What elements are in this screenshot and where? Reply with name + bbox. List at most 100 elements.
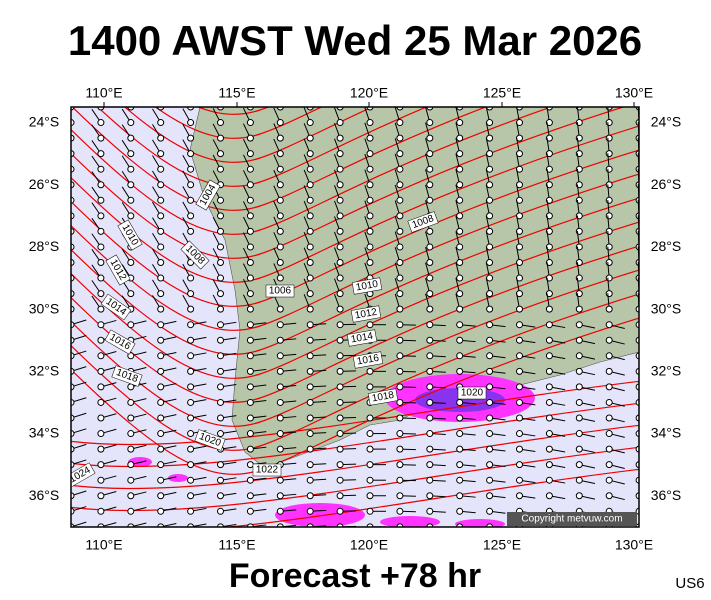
barb-station bbox=[157, 150, 165, 158]
barb-station bbox=[127, 259, 135, 266]
barb-station bbox=[366, 227, 374, 235]
barb-station bbox=[605, 212, 613, 220]
barb-station bbox=[306, 196, 314, 204]
barb-station bbox=[306, 165, 314, 173]
barb-station bbox=[187, 461, 195, 469]
barb-station bbox=[157, 445, 165, 453]
barb-station bbox=[187, 119, 195, 127]
barb-station bbox=[246, 290, 254, 298]
barb-station bbox=[456, 461, 464, 469]
barb-station bbox=[456, 321, 464, 329]
barb-station bbox=[456, 398, 464, 406]
barb-station bbox=[396, 367, 404, 375]
barb-station bbox=[187, 165, 195, 173]
isobar-label-box bbox=[194, 429, 226, 451]
land bbox=[189, 107, 639, 469]
barb-station bbox=[456, 476, 464, 484]
barb-station bbox=[486, 290, 494, 298]
barb-station bbox=[456, 367, 464, 375]
barb-station bbox=[217, 507, 224, 515]
barb-station bbox=[276, 383, 284, 391]
barb-station bbox=[426, 165, 434, 173]
barb-station bbox=[157, 398, 165, 406]
barb-station bbox=[575, 336, 583, 344]
barb-station bbox=[545, 430, 553, 438]
barb-station bbox=[545, 290, 553, 298]
barb-station bbox=[246, 492, 254, 500]
barb-station bbox=[276, 243, 284, 251]
barb-station bbox=[396, 134, 404, 142]
barb-shaft bbox=[638, 511, 639, 512]
barb-station bbox=[456, 165, 464, 173]
barb-station bbox=[336, 134, 344, 142]
barb-station bbox=[486, 196, 494, 204]
barb-station bbox=[486, 243, 494, 251]
barb-station bbox=[276, 196, 284, 204]
barb-station bbox=[306, 336, 314, 344]
barb-station bbox=[187, 507, 195, 515]
barb-station bbox=[366, 196, 374, 204]
isobar-label-text: 1022 bbox=[256, 465, 279, 476]
barb-station bbox=[545, 367, 553, 375]
barb-shaft bbox=[160, 107, 161, 108]
barb-station bbox=[246, 243, 254, 251]
barb-station bbox=[545, 196, 553, 204]
barb-station bbox=[306, 383, 314, 391]
barb-station bbox=[306, 243, 314, 251]
barb-station bbox=[336, 305, 344, 313]
barb-station bbox=[516, 414, 523, 422]
barb-station bbox=[486, 476, 494, 484]
barb-station bbox=[246, 274, 254, 282]
barb-station bbox=[426, 367, 434, 375]
barb-station bbox=[456, 414, 464, 422]
barb-station bbox=[516, 398, 523, 406]
barb-station bbox=[217, 430, 224, 438]
barb-station bbox=[605, 367, 613, 375]
barb-station bbox=[187, 150, 195, 158]
barb-shaft bbox=[638, 480, 639, 481]
isobar-label: 1014 bbox=[346, 329, 378, 347]
barb-station bbox=[97, 398, 105, 406]
barb-station bbox=[336, 243, 344, 251]
isobar-label: 1010 bbox=[351, 277, 383, 295]
barb-station bbox=[366, 367, 374, 375]
barb-station bbox=[246, 321, 254, 329]
barb-station bbox=[187, 134, 195, 142]
lon-label: 125°E bbox=[483, 537, 521, 553]
barb-station bbox=[187, 414, 195, 422]
barb-station bbox=[545, 181, 553, 189]
barb-station bbox=[456, 430, 464, 438]
isobar-label-box bbox=[350, 305, 382, 323]
barb-shaft bbox=[71, 215, 72, 216]
barb-station bbox=[366, 150, 374, 158]
lat-label: 36°S bbox=[651, 487, 682, 503]
barb-station bbox=[336, 290, 344, 298]
barb-shaft bbox=[638, 340, 639, 341]
barb-station bbox=[157, 461, 165, 469]
barb-station bbox=[306, 305, 314, 313]
barb-station bbox=[366, 476, 374, 484]
barb-station bbox=[217, 336, 224, 344]
barb-station bbox=[426, 430, 434, 438]
barb-station bbox=[516, 476, 523, 484]
barb-station bbox=[246, 134, 254, 142]
barb-station bbox=[276, 445, 284, 453]
barb-station bbox=[336, 227, 344, 235]
barb-station bbox=[366, 321, 374, 329]
barb-station bbox=[426, 181, 434, 189]
barb-station bbox=[605, 134, 613, 142]
barb-station bbox=[396, 321, 404, 329]
barb-station bbox=[486, 181, 494, 189]
barb-station bbox=[545, 134, 553, 142]
barb-station bbox=[127, 165, 135, 173]
barb-station bbox=[187, 336, 195, 344]
barb-station bbox=[276, 507, 284, 515]
barb-station bbox=[306, 212, 314, 220]
barb-station bbox=[336, 352, 344, 360]
barb-station bbox=[605, 321, 613, 329]
barb-station bbox=[396, 352, 404, 360]
isobar-label: 1012 bbox=[350, 305, 382, 323]
barb-station bbox=[516, 336, 523, 344]
barb-shaft bbox=[71, 168, 72, 170]
